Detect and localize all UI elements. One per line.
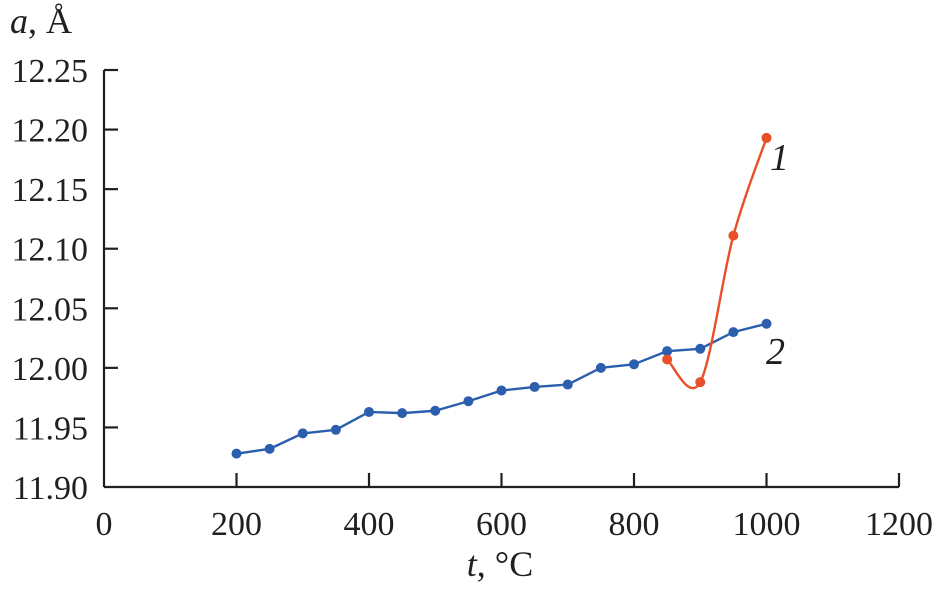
x-tick-label: 200 xyxy=(211,506,262,543)
y-tick-label: 12.15 xyxy=(12,172,89,209)
series-2-point xyxy=(430,405,441,416)
x-tick-label: 600 xyxy=(476,506,527,543)
y-tick-label: 11.90 xyxy=(13,470,88,507)
series-2-point xyxy=(330,424,341,435)
series-2-point xyxy=(297,428,308,439)
series-2-point xyxy=(231,448,242,459)
y-axis-unit: , Å xyxy=(28,1,72,41)
x-axis-label: t, °C xyxy=(467,544,533,584)
series-1-point xyxy=(695,377,706,388)
y-tick-label: 12.05 xyxy=(12,291,89,328)
y-axis-variable: a xyxy=(10,1,28,41)
series-label-1: 1 xyxy=(770,137,789,179)
y-axis-label: a, Å xyxy=(10,1,72,41)
series-1-point xyxy=(662,354,673,365)
y-tick-label: 12.10 xyxy=(12,232,89,269)
x-tick-label: 800 xyxy=(609,506,660,543)
y-tick-label: 12.25 xyxy=(12,53,89,90)
series-2-point xyxy=(397,408,408,419)
x-axis-variable: t xyxy=(467,544,478,584)
x-axis-unit: , °C xyxy=(477,544,533,584)
series-2-point xyxy=(463,396,474,407)
series-2-point xyxy=(364,406,374,417)
series-1 xyxy=(662,132,772,390)
series-2-point xyxy=(562,379,573,390)
y-tick-label: 11.95 xyxy=(13,410,88,447)
series-2-point xyxy=(695,343,706,354)
y-tick-label: 12.20 xyxy=(12,113,89,150)
series-label-2: 2 xyxy=(766,331,785,373)
series-2-point xyxy=(761,318,772,329)
x-tick-label: 400 xyxy=(344,506,395,543)
series-layer xyxy=(231,132,772,459)
labels-layer: a, Å t, °C 1 2 xyxy=(10,1,789,584)
series-1-point xyxy=(761,132,772,143)
series-2-point xyxy=(595,362,606,373)
series-2-point xyxy=(264,443,275,454)
y-tick-label: 12.00 xyxy=(12,351,89,388)
series-2-point xyxy=(728,327,739,338)
series-1-line xyxy=(666,137,768,390)
series-2-point xyxy=(629,359,639,370)
series-2-point xyxy=(662,346,673,357)
x-tick-label: 0 xyxy=(96,506,113,543)
series-1-point xyxy=(728,230,739,241)
axes: 0 200 400 600 800 1000 1200 11.90 11.95 12.00 12.0… xyxy=(12,53,934,543)
series-2 xyxy=(231,318,772,459)
x-tick-label: 1000 xyxy=(733,506,801,543)
series-2-point xyxy=(496,385,507,396)
x-tick-label: 1200 xyxy=(865,506,933,543)
series-2-point xyxy=(529,381,540,392)
